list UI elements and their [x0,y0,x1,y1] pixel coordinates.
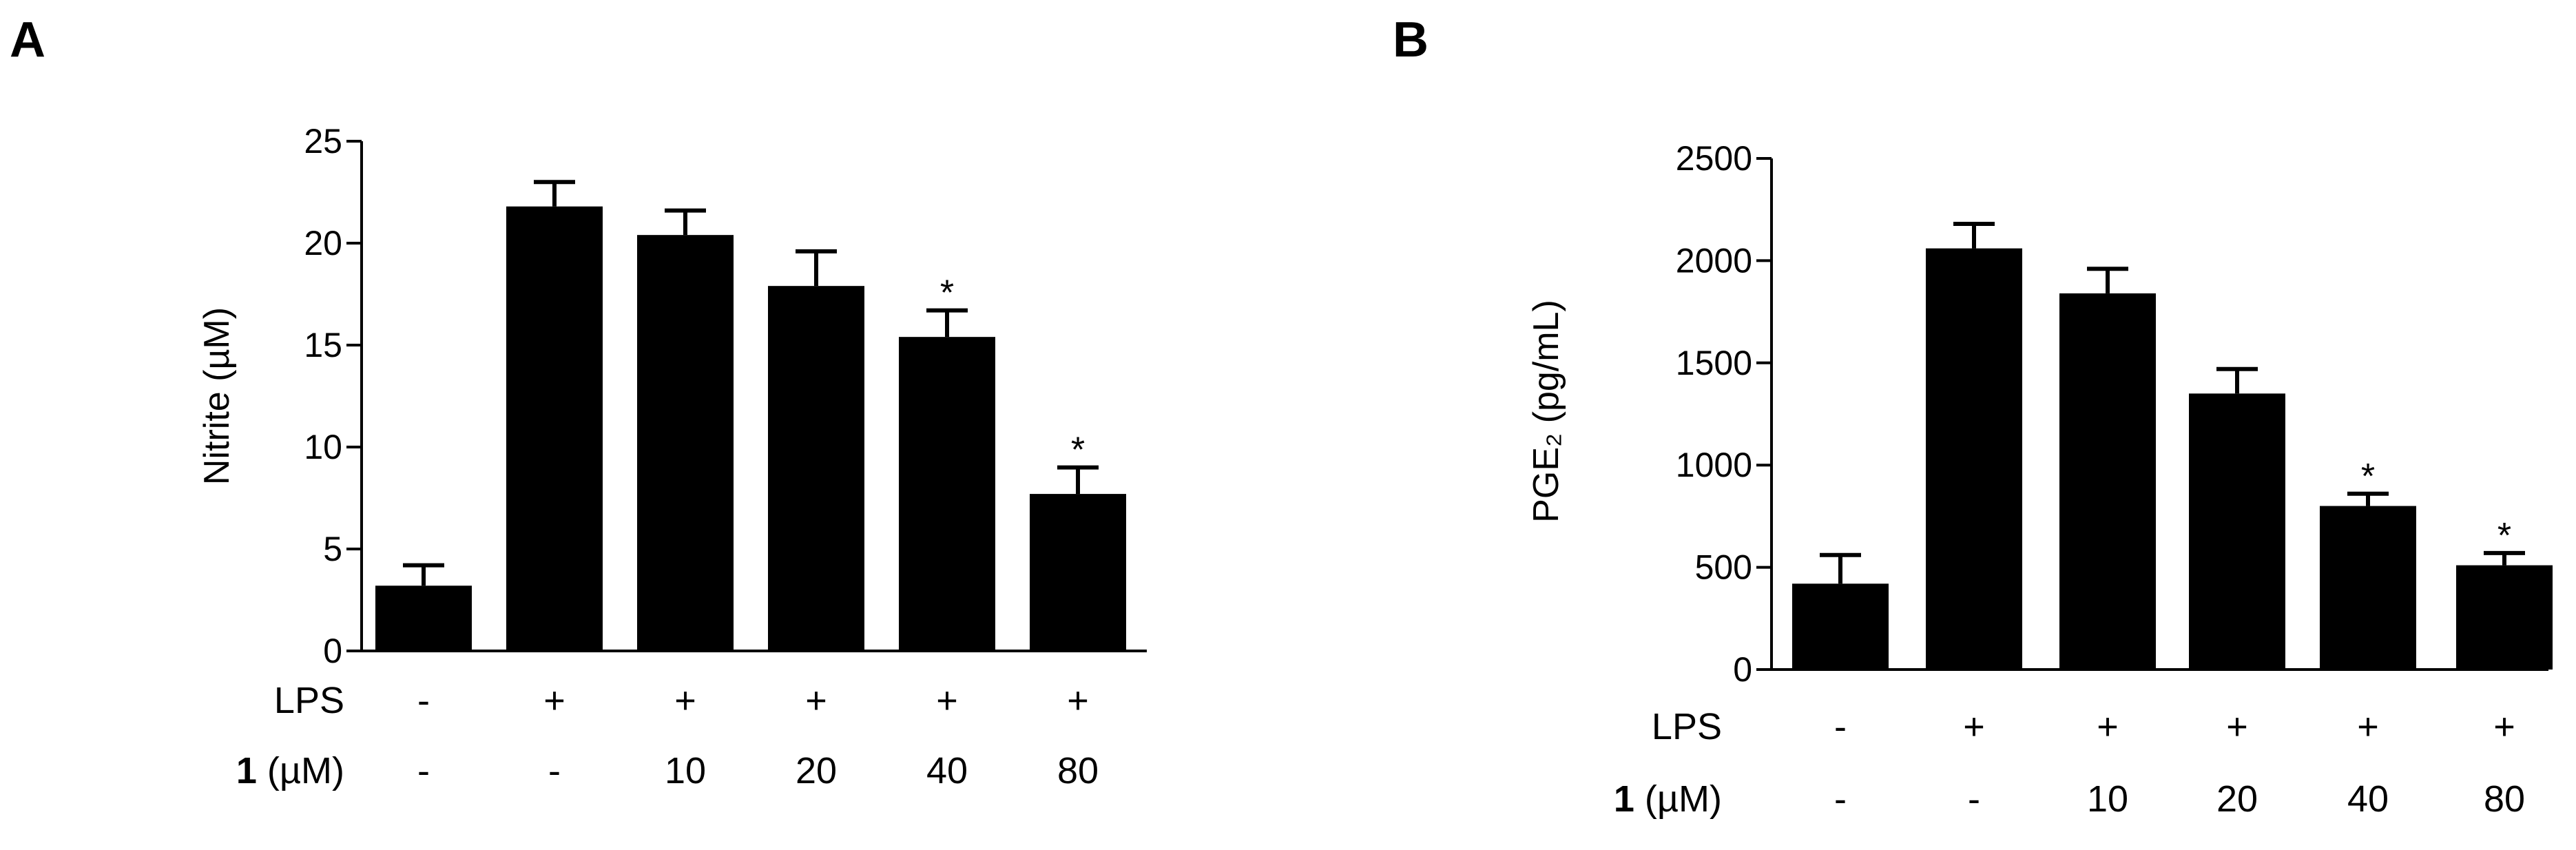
panel-label: B [1393,12,1429,68]
condition-row-value: - [1834,778,1847,820]
bar [506,206,603,652]
bar [768,286,864,651]
y-tick-label: 0 [1733,650,1752,689]
condition-row-value: 20 [796,750,837,791]
bar [1030,494,1126,651]
condition-row-value: 80 [2484,778,2525,820]
significance-marker: * [1071,431,1085,470]
condition-row-value: - [1968,778,1980,820]
significance-marker: * [940,273,954,313]
condition-row-value: - [417,680,430,721]
bar [899,337,995,651]
condition-row-value: + [674,680,696,721]
y-tick-label: 1000 [1676,446,1752,484]
bar [2320,506,2416,670]
condition-row-value: + [936,680,958,721]
condition-row-label: LPS [274,680,344,721]
significance-marker: * [2497,516,2511,556]
condition-row-label: 1 (µM) [236,750,344,791]
condition-row-value: 40 [926,750,968,791]
condition-row-value: + [805,680,827,721]
condition-row-value: + [2493,706,2515,747]
condition-row-value: 40 [2347,778,2389,820]
condition-row-value: 80 [1057,750,1099,791]
condition-row-label: 1 (µM) [1614,778,1722,820]
y-tick-label: 2500 [1676,139,1752,178]
bar [2456,565,2553,670]
y-tick-label: 15 [304,326,342,364]
panel-a-chart: A 0 5 10 15 20 25 Nitrite (µM) * * LPS - + + + + +1 (µM)… [10,12,1147,791]
bar [2189,393,2285,670]
significance-marker: * [2361,457,2375,497]
y-axis-title: Nitrite (µM) [197,307,237,485]
y-tick-label: 2000 [1676,241,1752,280]
condition-row-value: + [2226,706,2248,747]
condition-row-value: 10 [665,750,706,791]
condition-row-value: + [543,680,565,721]
condition-row-value: + [2357,706,2379,747]
condition-row-value: + [1963,706,1985,747]
bar [637,235,734,651]
condition-row-value: - [548,750,561,791]
bar [375,585,472,651]
y-tick-label: 500 [1695,548,1752,587]
condition-row-label: LPS [1652,706,1722,747]
condition-row-value: 10 [2087,778,2128,820]
y-tick-label: 25 [304,122,342,160]
y-tick-label: 20 [304,224,342,262]
panel-label: A [10,12,45,68]
condition-row-value: + [1067,680,1089,721]
condition-row-value: - [1834,706,1847,747]
condition-row-value: - [417,750,430,791]
y-axis-title: PGE₂ (pg/mL) [1526,300,1566,523]
y-tick-label: 0 [323,632,342,670]
bar [1792,583,1889,670]
condition-row-value: + [2097,706,2119,747]
y-tick-label: 1500 [1676,344,1752,382]
y-tick-label: 5 [323,530,342,568]
bar [2059,293,2156,670]
condition-row-value: 20 [2216,778,2258,820]
panel-b-chart: B 0 500 1000 1500 2000 2500 PGE₂ (pg/mL) * * LPS - +… [1393,12,2553,820]
bar [1926,248,2022,670]
y-tick-label: 10 [304,428,342,466]
